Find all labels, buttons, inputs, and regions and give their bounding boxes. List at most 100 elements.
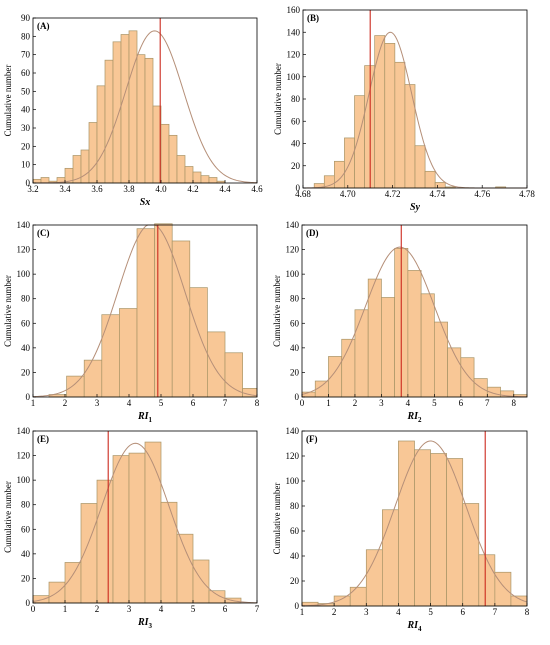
histogram-bar (434, 182, 446, 189)
y-tick-label: 20 (21, 573, 31, 583)
y-tick-label: 80 (291, 94, 301, 104)
histogram-bar (104, 59, 114, 184)
x-axis-label: RI2 (406, 411, 422, 424)
y-tick-label: 100 (17, 269, 31, 279)
x-tick-label: 6 (223, 604, 228, 614)
y-tick-label: 40 (290, 551, 300, 561)
x-axis-label: RI4 (406, 620, 422, 633)
panel-label: (A) (37, 21, 50, 31)
histogram-bar (32, 595, 50, 604)
y-tick-label: 140 (286, 426, 300, 436)
x-tick-label: 4 (159, 604, 164, 614)
histogram-bar (136, 54, 146, 184)
y-tick-label: 0 (26, 178, 31, 188)
x-tick-label: 3 (127, 604, 132, 614)
y-tick-label: 90 (21, 13, 31, 23)
x-tick-label: 1 (326, 398, 331, 408)
y-tick-label: 120 (287, 50, 301, 60)
y-tick-label: 140 (17, 426, 31, 436)
histogram-bar (365, 549, 383, 607)
x-axis-label-main: RI (137, 411, 150, 422)
y-tick-label: 40 (21, 549, 31, 559)
histogram-bar (420, 293, 435, 398)
histogram-bar (374, 35, 386, 189)
histogram-bar (424, 170, 436, 189)
y-tick-label: 10 (21, 160, 31, 170)
panel-label: (C) (37, 228, 50, 238)
y-axis-label: Cumulative number (3, 275, 13, 347)
normal-fit-curve (32, 442, 258, 604)
y-tick-label: 0 (26, 598, 31, 608)
histogram-bar (168, 134, 178, 184)
panel-3: 0 1 2 3 4 5 6 7 8020406080100120140(D)RI2Cumulat… (272, 220, 528, 424)
histogram-bar (83, 359, 103, 398)
x-tick-label: 5 (428, 607, 433, 617)
histogram-bar (154, 223, 173, 398)
y-axis-label: Cumulative number (3, 65, 13, 137)
x-tick-label: 3 (364, 607, 369, 617)
y-tick-label: 160 (287, 5, 301, 15)
histogram-bar (460, 357, 475, 398)
x-tick-label: 8 (512, 398, 517, 408)
x-axis-label: Sx (140, 197, 151, 208)
histogram-bar (208, 590, 226, 604)
x-tick-label: 4.78 (519, 189, 535, 199)
histogram-bar (128, 452, 146, 604)
x-tick-label: 2 (332, 607, 337, 617)
histogram-bar (364, 65, 376, 189)
x-tick-label: 8 (525, 607, 530, 617)
histogram-bar (398, 440, 415, 607)
x-tick-label: 3 (95, 398, 100, 408)
x-tick-label: 2 (95, 604, 100, 614)
histogram-bar (184, 166, 194, 184)
y-tick-label: 0 (295, 601, 300, 611)
histogram-bar (144, 441, 162, 604)
histogram-bar (176, 155, 186, 184)
histogram-bar (478, 554, 496, 607)
y-tick-label: 40 (21, 343, 31, 353)
histogram-bar (144, 57, 154, 184)
histogram-bar (192, 171, 202, 184)
x-tick-label: 7 (223, 398, 228, 408)
y-tick-label: 80 (21, 500, 31, 510)
histogram-bar (200, 175, 210, 184)
plot-frame (32, 224, 258, 398)
histogram-bar (349, 586, 367, 607)
histogram-bar (101, 314, 120, 398)
x-tick-label: 7 (255, 604, 260, 614)
histogram-bar (354, 95, 365, 189)
y-axis-label: Cumulative number (272, 483, 282, 555)
histogram-bar (189, 287, 208, 398)
y-tick-label: 120 (286, 245, 300, 255)
x-axis-label-main: RI (406, 620, 419, 631)
y-tick-label: 20 (290, 367, 300, 377)
x-axis-label: RI3 (137, 617, 153, 630)
y-tick-label: 140 (287, 27, 301, 37)
histogram-bar (407, 270, 422, 398)
y-axis-label: Cumulative number (3, 481, 13, 553)
y-tick-label: 60 (290, 526, 300, 536)
y-tick-label: 100 (17, 475, 31, 485)
x-tick-label: 5 (432, 398, 437, 408)
histogram-bar (354, 309, 369, 398)
histogram-bar (446, 458, 464, 607)
x-tick-label: 4.74 (430, 189, 446, 199)
histogram-bar (430, 453, 447, 607)
panel-4: 0 1 2 3 4 5 6 7020406080100120140(E)RI3Cumulati… (3, 426, 260, 630)
histogram-bar (414, 145, 426, 189)
x-tick-label: 4 (127, 398, 132, 408)
x-tick-label: 3.8 (123, 184, 135, 194)
histogram-bar (96, 85, 106, 184)
y-tick-label: 20 (290, 576, 300, 586)
x-axis-label-main: RI (137, 617, 150, 628)
x-axis-label: RI1 (137, 411, 153, 424)
histogram-bar (40, 177, 50, 184)
y-tick-label: 60 (21, 524, 31, 534)
y-tick-label: 70 (21, 50, 31, 60)
histogram-bar (208, 177, 218, 184)
y-tick-label: 40 (291, 139, 301, 149)
x-tick-label: 5 (159, 398, 164, 408)
x-axis-label: Sy (410, 202, 421, 213)
histogram-bar (66, 375, 85, 398)
